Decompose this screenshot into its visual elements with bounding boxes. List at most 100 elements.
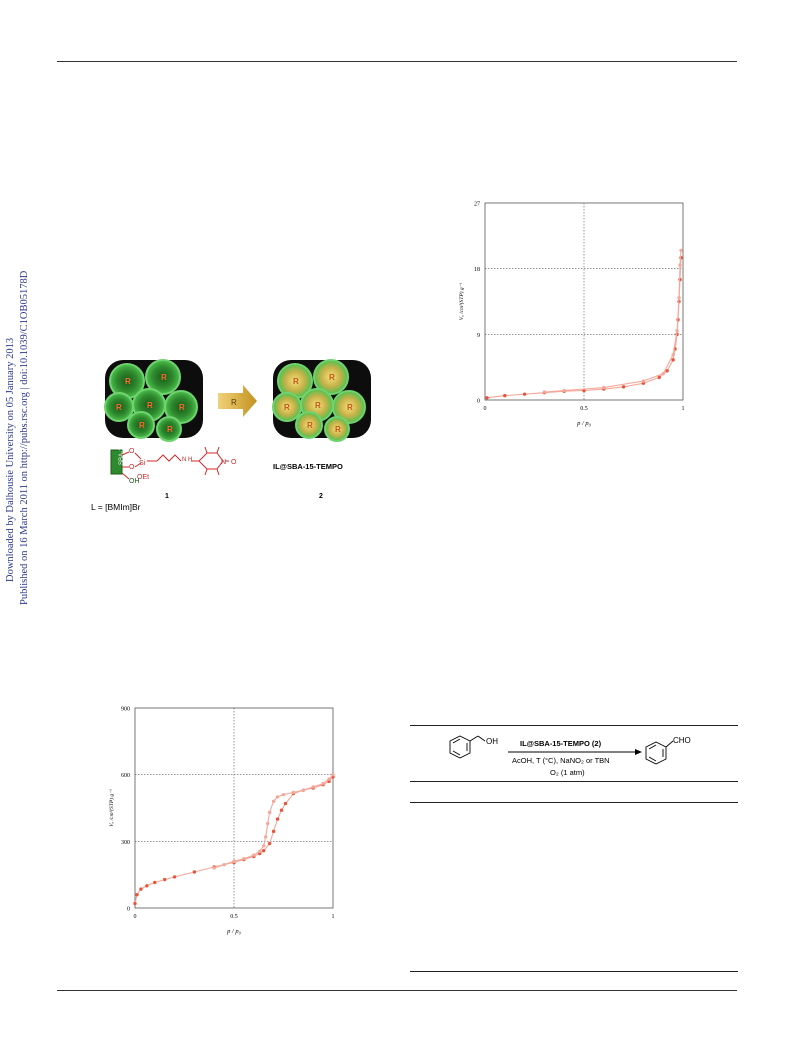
r-group-label: R bbox=[139, 421, 145, 430]
table-header-rule bbox=[410, 781, 738, 782]
download-sidebar: Downloaded by Dalhousie University on 05… bbox=[3, 265, 31, 605]
data-point bbox=[242, 856, 246, 861]
y-axis-label: Vₐ /cm³(STP) g⁻¹ bbox=[458, 282, 465, 320]
data-point bbox=[153, 880, 157, 885]
data-point bbox=[139, 887, 143, 891]
r-group-label: R bbox=[161, 373, 167, 382]
data-point bbox=[281, 792, 286, 797]
data-point bbox=[331, 772, 335, 777]
y-tick-label: 600 bbox=[121, 773, 130, 779]
data-point bbox=[542, 390, 547, 394]
data-point bbox=[321, 781, 325, 786]
ligand-definition: L = [BMIm]Br bbox=[91, 502, 141, 512]
y-axis-label: Vₐ /cm³(STP) g⁻¹ bbox=[108, 789, 115, 827]
hydroxyl-label: OH bbox=[129, 478, 140, 485]
r-group-label: R bbox=[293, 377, 299, 386]
compound-2-name: IL@SBA-15-TEMPO bbox=[273, 462, 343, 471]
data-point bbox=[291, 790, 296, 795]
y-tick-label: 9 bbox=[477, 333, 480, 339]
data-point bbox=[582, 388, 586, 393]
y-tick-label: 300 bbox=[121, 840, 130, 846]
data-point bbox=[212, 866, 216, 870]
data-point bbox=[641, 379, 646, 383]
data-point bbox=[671, 353, 675, 357]
table-top-rule bbox=[410, 725, 738, 726]
data-point bbox=[163, 877, 167, 882]
reaction-table: OH IL@SBA-15-TEMPO (2) AcOH, T (°C), NaN… bbox=[410, 725, 738, 975]
il-sba15-tempo-block: R R R R R R R bbox=[272, 359, 371, 442]
data-point bbox=[621, 385, 626, 389]
y-tick-label: 27 bbox=[474, 202, 480, 208]
data-point bbox=[677, 296, 681, 300]
table-columns-rule bbox=[410, 802, 738, 803]
x-tick-label: 0.5 bbox=[230, 914, 238, 920]
x-tick-label: 0.5 bbox=[580, 406, 588, 412]
silicon-label: Si bbox=[139, 460, 146, 467]
data-point bbox=[275, 795, 280, 799]
x-tick-label: 1 bbox=[682, 406, 685, 412]
data-point bbox=[678, 263, 682, 267]
reactant-oh-label: OH bbox=[486, 737, 498, 746]
data-point bbox=[522, 392, 527, 396]
benzaldehyde-structure bbox=[645, 740, 674, 765]
r-group-label: R bbox=[307, 421, 313, 430]
oxygen-label: O bbox=[129, 448, 135, 455]
arrow-r-label: R bbox=[231, 398, 237, 407]
data-point bbox=[661, 372, 665, 376]
r-group-label: R bbox=[329, 373, 335, 382]
x-tick-label: 0 bbox=[484, 406, 487, 412]
data-point bbox=[665, 369, 669, 373]
data-point bbox=[283, 801, 288, 806]
data-point bbox=[262, 844, 266, 848]
download-notice-link[interactable]: Downloaded by Dalhousie University on 05… bbox=[5, 337, 16, 582]
data-point bbox=[271, 829, 276, 834]
isotherm-chart-bottom: 0 300 600 900 0 0.5 1 p / p₀ Vₐ /cm³(STP) g⁻¹ bbox=[105, 700, 350, 940]
footer-rule bbox=[57, 990, 737, 991]
oxygen-label: O bbox=[129, 464, 135, 471]
product-cho-label: CHO bbox=[673, 736, 691, 745]
compound-1-number: 1 bbox=[165, 493, 169, 500]
data-point bbox=[311, 785, 315, 789]
data-point bbox=[562, 388, 566, 393]
data-point bbox=[133, 901, 137, 906]
y-tick-label: 18 bbox=[474, 267, 480, 273]
table-bottom-rule bbox=[410, 971, 738, 972]
compound-2-number: 2 bbox=[319, 493, 323, 500]
benzyl-alcohol-structure bbox=[449, 735, 486, 759]
r-group-label: R bbox=[147, 401, 153, 410]
data-point bbox=[172, 875, 177, 879]
reaction-scheme: OH IL@SBA-15-TEMPO (2) AcOH, T (°C), NaN… bbox=[449, 735, 691, 777]
x-tick-label: 0 bbox=[134, 914, 137, 920]
publication-notice-link[interactable]: Published on 16 March 2011 on http://pub… bbox=[19, 270, 30, 605]
data-point bbox=[657, 375, 661, 380]
data-point bbox=[675, 328, 679, 333]
series-line bbox=[214, 774, 334, 869]
y-tick-label: 900 bbox=[121, 707, 130, 713]
catalyst-label: IL@SBA-15-TEMPO (2) bbox=[520, 739, 602, 748]
data-point bbox=[279, 808, 284, 812]
y-tick-label: 0 bbox=[477, 399, 480, 405]
r-group-label: R bbox=[284, 403, 290, 412]
ethoxy-label: OEt bbox=[137, 474, 149, 481]
data-point bbox=[263, 835, 268, 839]
data-point bbox=[262, 848, 266, 853]
data-point bbox=[267, 810, 272, 815]
scheme-figure: R R R R R R R R R R bbox=[85, 355, 375, 515]
scheme-arrow: R bbox=[218, 385, 257, 417]
data-point bbox=[503, 393, 507, 398]
r-group-label: R bbox=[315, 401, 321, 410]
r-group-label: R bbox=[179, 403, 185, 412]
data-point bbox=[602, 385, 606, 390]
y-tick-label: 0 bbox=[127, 907, 130, 913]
header-rule bbox=[57, 61, 737, 62]
sba15-mesopore-block: R R R R R R R bbox=[104, 359, 203, 442]
data-point bbox=[258, 849, 262, 854]
data-point bbox=[145, 884, 149, 888]
plot-frame bbox=[484, 202, 684, 401]
r-group-label: R bbox=[116, 403, 122, 412]
amine-label: N H bbox=[182, 457, 192, 463]
data-point bbox=[192, 870, 197, 874]
x-tick-label: 1 bbox=[332, 914, 335, 920]
oxygen-atmosphere-label: O₂ (1 atm) bbox=[550, 768, 585, 777]
nitroxide-oxygen-label: O bbox=[231, 459, 237, 466]
